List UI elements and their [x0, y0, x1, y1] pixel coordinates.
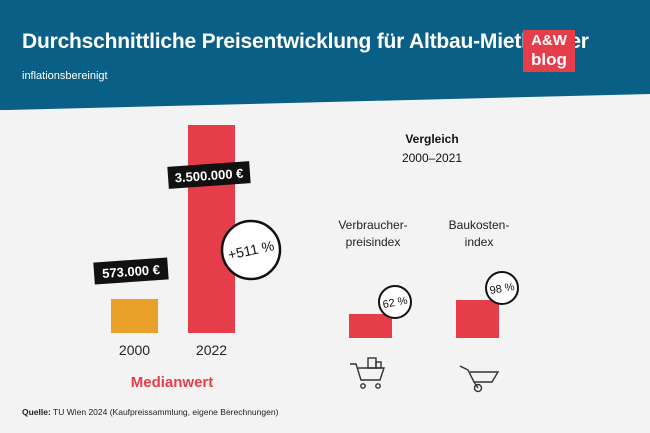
cart-item	[375, 361, 382, 369]
percent-badge: 98 %	[485, 271, 519, 305]
category-label: Verbraucher-	[338, 218, 407, 232]
value-label-box: 573.000 €	[93, 257, 169, 285]
blog-logo: A&W blog	[523, 30, 575, 72]
bar-2000	[111, 298, 158, 333]
logo-text-top: A&W	[531, 32, 567, 49]
data-label: 573.000 €	[102, 262, 161, 281]
data-label: 98 %	[489, 281, 516, 297]
shopping-cart-icon	[350, 357, 385, 389]
bar-index-2	[456, 300, 499, 338]
comparison-subtitle: 2000–2021	[402, 151, 462, 165]
x-axis-label: Medianwert	[131, 374, 214, 391]
category-label: index	[465, 235, 494, 249]
category-label: Baukosten-	[449, 218, 510, 232]
chart-title: Durchschnittliche Preisentwicklung für A…	[22, 30, 589, 53]
value-label-box: 3.500.000 €	[167, 161, 251, 189]
comparison-title: Vergleich	[405, 132, 458, 146]
badge-circle	[485, 271, 519, 305]
value-label-bg	[93, 257, 169, 285]
cart-body	[350, 363, 385, 381]
x-tick-label: 2022	[196, 342, 227, 358]
barrow-body	[459, 365, 500, 383]
header-banner	[0, 0, 650, 110]
bar-index-1	[349, 313, 392, 338]
source-text: TU Wien 2024 (Kaufpreissammlung, eigene …	[50, 407, 279, 417]
badge-circle	[220, 219, 282, 281]
bar-2022	[188, 125, 235, 333]
data-label: 62 %	[382, 295, 409, 311]
category-label: preisindex	[346, 235, 401, 249]
wheelbarrow-icon	[459, 365, 500, 393]
data-label: 3.500.000 €	[174, 166, 244, 186]
barrow-wheel	[473, 383, 483, 393]
cart-item	[367, 357, 377, 369]
barrow-strut	[473, 381, 479, 389]
cart-wheel	[360, 383, 366, 389]
source-note: Quelle: TU Wien 2024 (Kaufpreissammlung,…	[22, 407, 278, 417]
source-label: Quelle:	[22, 407, 51, 417]
cart-wheel	[375, 383, 381, 389]
x-tick-label: 2000	[119, 342, 150, 358]
badge-circle	[378, 284, 412, 319]
value-label-bg	[167, 161, 251, 189]
growth-badge: +511 %	[220, 219, 282, 281]
chart-subtitle: inflationsbereinigt	[22, 70, 108, 82]
percent-badge: 62 %	[378, 284, 412, 319]
logo-text-bottom: blog	[531, 50, 567, 69]
